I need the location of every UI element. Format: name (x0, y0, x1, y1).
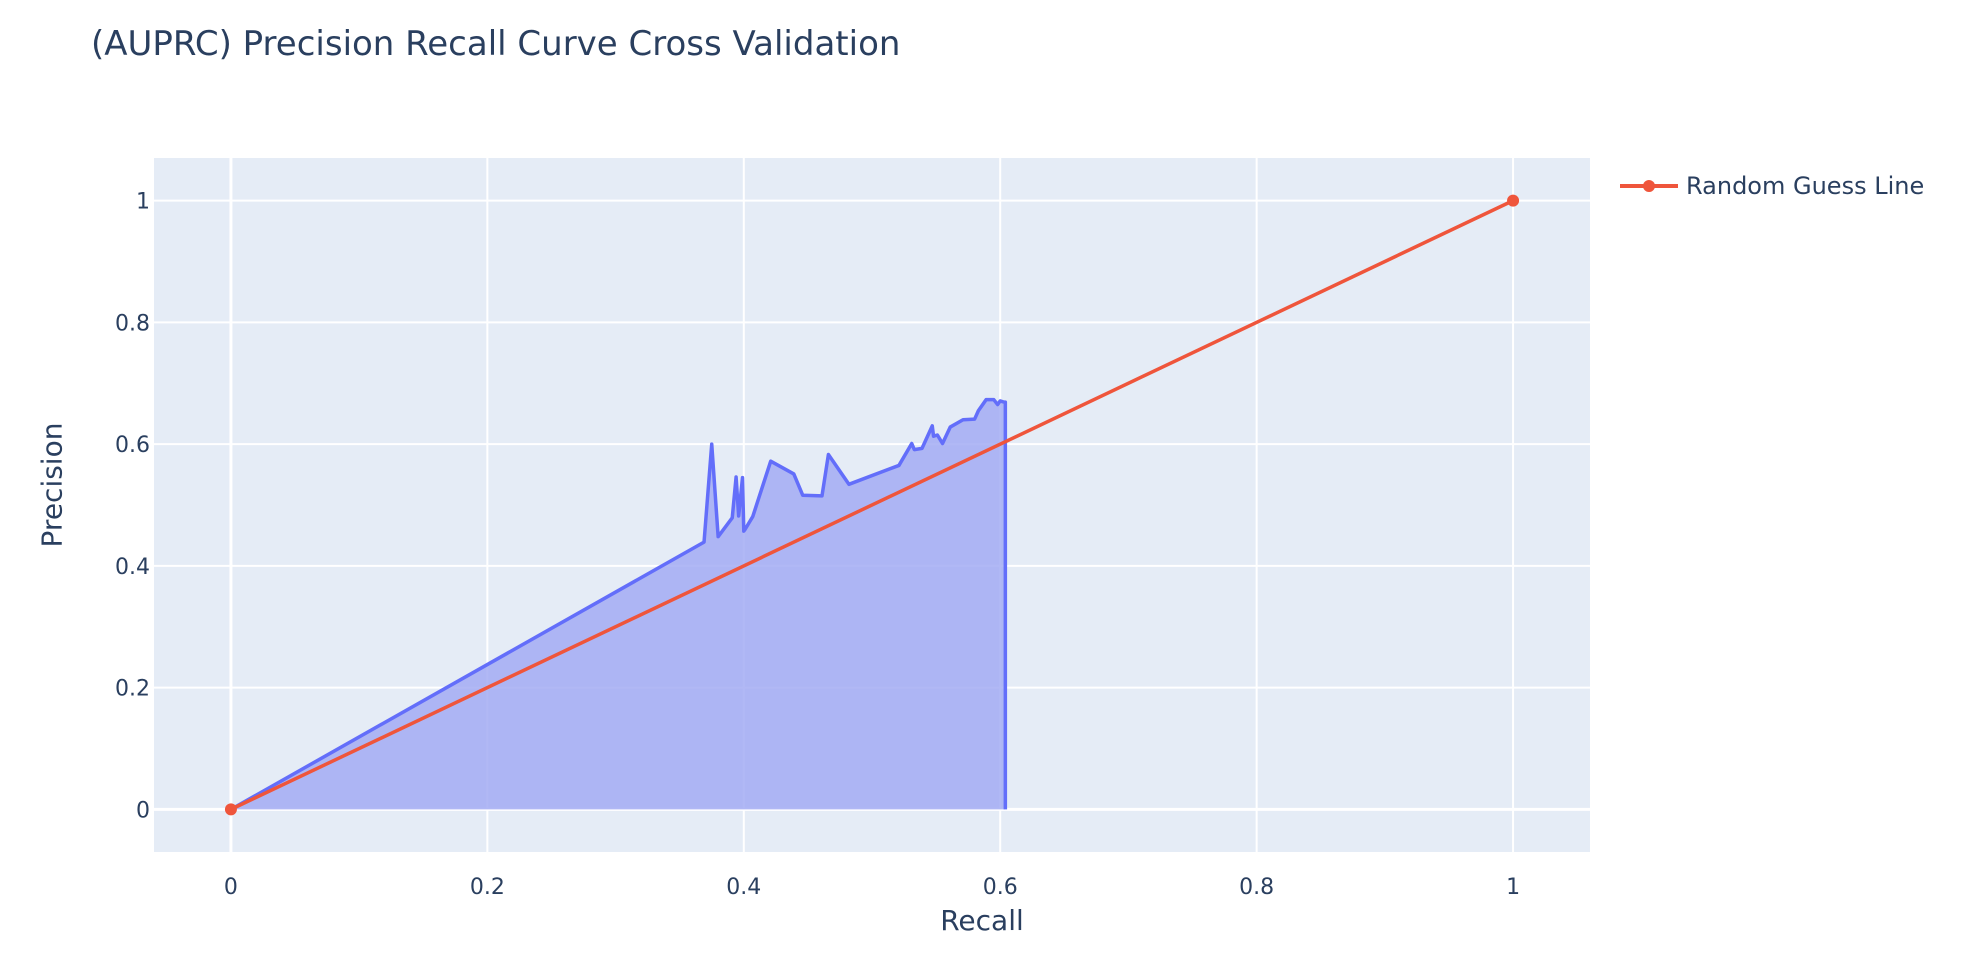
y-axis-title: Precision (35, 422, 69, 548)
x-tick-label: 1 (1506, 875, 1520, 900)
y-tick-label: 0.6 (115, 433, 150, 458)
legend[interactable]: Random Guess Line (1620, 172, 1924, 200)
chart-title: (AUPRC) Precision Recall Curve Cross Val… (91, 24, 901, 64)
random-guess-marker (224, 803, 237, 816)
y-tick-label: 0.4 (115, 555, 150, 580)
x-tick-label: 0.6 (983, 875, 1018, 900)
random-guess-line (230, 199, 1514, 811)
data-layer (224, 194, 1520, 816)
tick-labels: 0 0.2 0.4 0.6 0.8 1 0 0.2 0.4 0.6 0.8 1 (115, 190, 1520, 900)
y-tick-label: 0 (136, 798, 150, 823)
legend-label-random-guess: Random Guess Line (1686, 172, 1925, 200)
x-tick-label: 0.2 (470, 875, 505, 900)
random-guess-marker (1507, 194, 1520, 207)
x-tick-label: 0.8 (1239, 875, 1274, 900)
pr-curve-line (230, 397, 1008, 811)
y-tick-label: 0.2 (115, 677, 150, 702)
y-tick-label: 1 (136, 190, 150, 215)
x-tick-label: 0 (224, 875, 238, 900)
x-axis-title: Recall (940, 904, 1024, 937)
y-tick-label: 0.8 (115, 311, 150, 336)
pr-curve-area (230, 399, 1006, 810)
x-tick-label: 0.4 (726, 875, 761, 900)
legend-swatch-random-guess (1620, 176, 1678, 196)
